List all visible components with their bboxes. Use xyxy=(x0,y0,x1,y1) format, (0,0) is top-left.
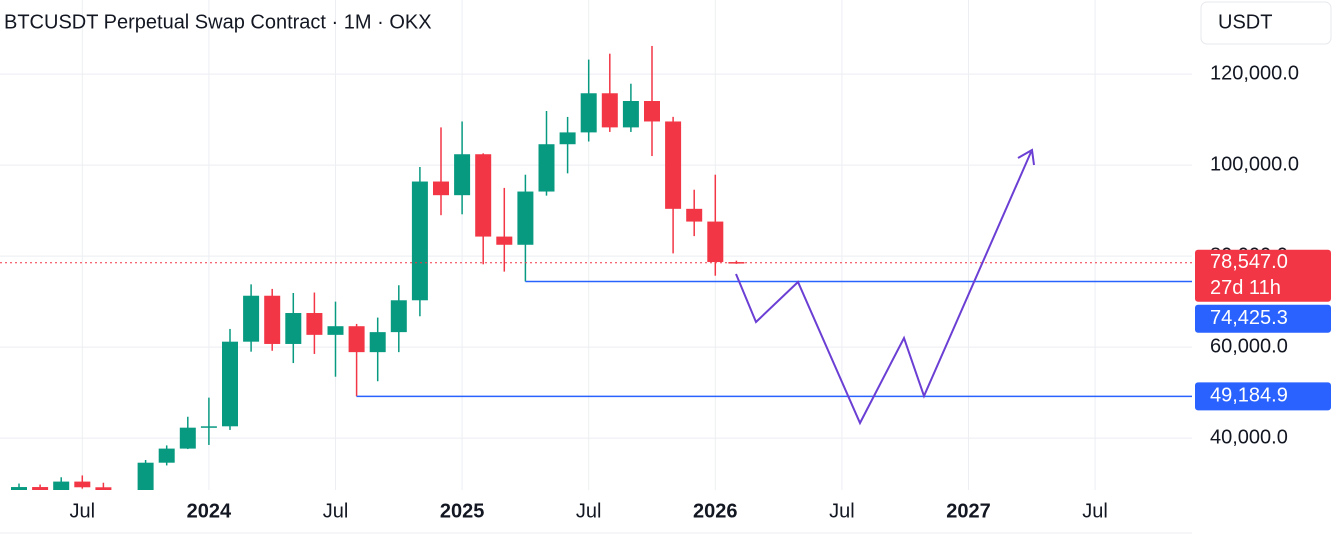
candle-body xyxy=(601,93,618,128)
countdown-label: 27d 11h xyxy=(1210,277,1281,299)
candle-body xyxy=(348,326,365,353)
projection-drawing xyxy=(735,148,1035,426)
candle-body xyxy=(200,426,217,428)
candle-body xyxy=(411,181,428,301)
chart-title: BTCUSDT Perpetual Swap Contract · 1M · O… xyxy=(4,11,432,33)
currency-box[interactable] xyxy=(1200,1,1332,45)
candle-body xyxy=(644,101,660,122)
candle-body xyxy=(580,93,597,133)
level-box xyxy=(1195,382,1331,411)
x-tick-label: Jul xyxy=(70,500,96,522)
candle-body xyxy=(433,181,449,196)
candle-body xyxy=(475,154,492,237)
candle-body xyxy=(32,487,49,490)
candle-body xyxy=(285,313,302,344)
y-tick-label: 100,000.0 xyxy=(1210,153,1299,175)
x-tick-label: 2026 xyxy=(693,500,738,522)
x-tick-label: Jul xyxy=(829,500,855,522)
y-tick-label: 40,000.0 xyxy=(1210,426,1288,448)
candle-body xyxy=(559,132,576,145)
candle-body xyxy=(137,462,154,490)
candle-body xyxy=(53,481,70,490)
candle-body xyxy=(622,101,639,128)
currency-label: USDT xyxy=(1218,11,1272,33)
candle-body xyxy=(243,295,260,342)
y-tick-label: 60,000.0 xyxy=(1210,335,1288,357)
level-label: 49,184.9 xyxy=(1210,385,1288,407)
candle-body xyxy=(264,295,281,344)
candle-body xyxy=(327,326,344,335)
x-tick-label: Jul xyxy=(323,500,349,522)
price-scale: 40,000.060,000.080,000.0100,000.0120,000… xyxy=(1195,62,1331,448)
candle-body xyxy=(390,300,407,333)
candle-body xyxy=(369,332,386,353)
last-price-label: 78,547.0 xyxy=(1210,251,1288,273)
projection-arrowhead xyxy=(1017,148,1035,166)
plot-layer xyxy=(0,45,1192,503)
candle-body xyxy=(454,154,471,196)
level-label: 74,425.3 xyxy=(1210,307,1288,329)
projection-path xyxy=(735,151,1032,426)
candle-body xyxy=(222,341,238,427)
x-tick-label: Jul xyxy=(576,500,602,522)
candle-body xyxy=(538,144,555,192)
candle-body xyxy=(158,448,175,463)
candle-body xyxy=(496,236,513,245)
candle-body xyxy=(74,481,91,488)
x-tick-label: 2027 xyxy=(946,500,991,522)
y-tick-label: 120,000.0 xyxy=(1210,62,1299,84)
candle-body xyxy=(517,191,534,245)
candle-body xyxy=(179,427,196,449)
candle-body xyxy=(11,487,27,490)
candle-body xyxy=(686,208,703,222)
candle-body xyxy=(117,498,133,503)
time-axis: Jul 2024 Jul 2025 Jul 2026 Jul 2027 Jul xyxy=(70,500,1108,522)
x-tick-label: 2024 xyxy=(187,500,232,522)
level-box xyxy=(1195,304,1331,333)
candle-body xyxy=(306,313,323,335)
last-price-box xyxy=(1195,249,1331,302)
candle-body xyxy=(95,487,112,490)
x-tick-label: Jul xyxy=(1082,500,1108,522)
candle-body xyxy=(665,121,682,209)
x-tick-label: 2025 xyxy=(440,500,485,522)
candle-body xyxy=(707,221,724,263)
